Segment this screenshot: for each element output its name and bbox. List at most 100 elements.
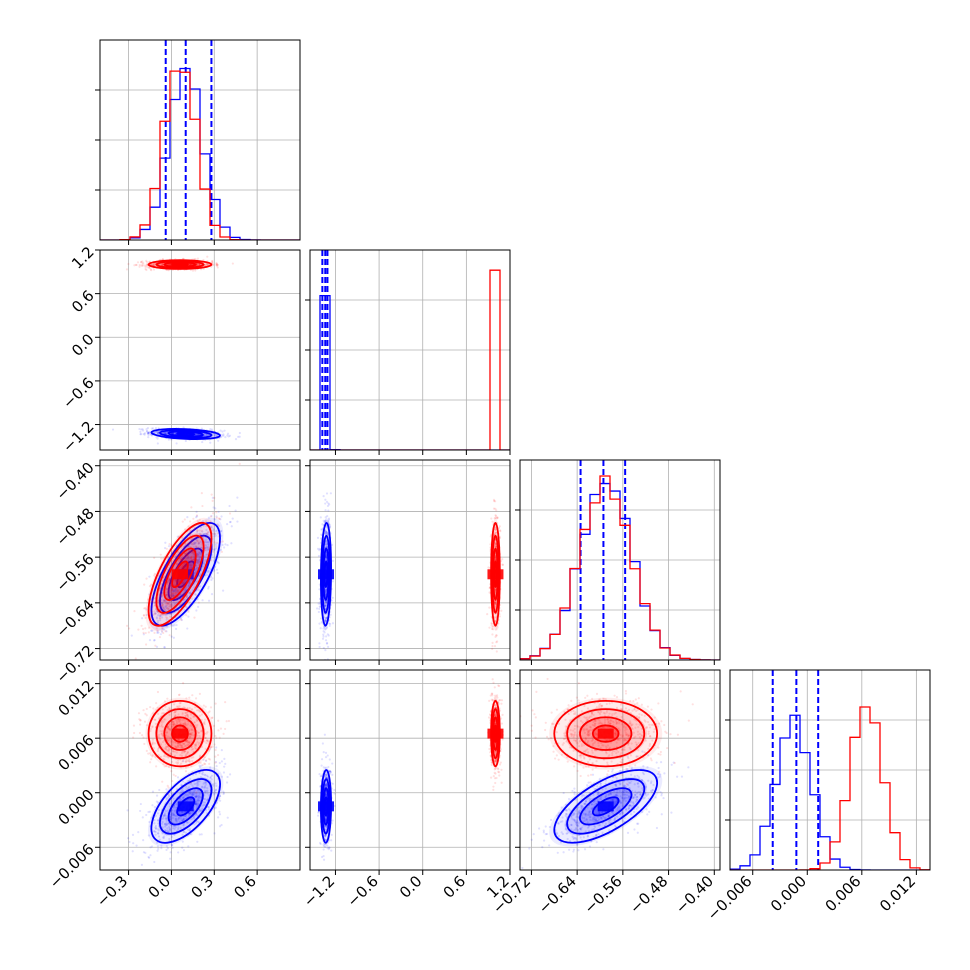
scatter-point <box>153 263 156 266</box>
scatter-point <box>165 593 168 596</box>
scatter-point <box>156 631 159 634</box>
scatter-point <box>159 619 162 622</box>
scatter-point <box>199 540 202 543</box>
scatter-point <box>168 802 171 805</box>
scatter-point <box>202 782 205 785</box>
scatter-point <box>206 547 210 550</box>
scatter-point <box>192 816 195 819</box>
scatter-point <box>195 609 198 612</box>
scatter-point <box>193 815 196 818</box>
scatter-point <box>487 566 490 569</box>
scatter-point <box>158 593 161 596</box>
scatter-point <box>206 787 209 790</box>
scatter-point <box>183 555 187 558</box>
scatter-point <box>161 826 164 829</box>
scatter-point <box>151 600 154 603</box>
scatter-point <box>153 601 156 604</box>
scatter-point <box>170 594 173 597</box>
scatter-point <box>182 819 185 822</box>
scatter-point <box>324 620 327 623</box>
scatter-point <box>170 813 173 816</box>
scatter-point <box>165 822 168 825</box>
scatter-point <box>179 790 183 793</box>
scatter-point <box>140 624 143 627</box>
scatter-point <box>223 546 226 549</box>
scatter-point <box>163 814 166 817</box>
scatter-point <box>197 797 200 800</box>
scatter-point <box>178 585 181 588</box>
scatter-point <box>329 661 331 663</box>
scatter-point <box>164 630 167 633</box>
scatter-point <box>188 827 192 830</box>
scatter-point <box>167 587 170 590</box>
scatter-point <box>215 545 218 548</box>
scatter-point <box>145 268 148 272</box>
scatter-point <box>157 432 160 435</box>
scatter-point <box>499 529 502 532</box>
scatter-point <box>165 593 168 596</box>
scatter-point <box>325 556 328 559</box>
scatter-point <box>190 833 193 836</box>
scatter-point <box>154 824 158 828</box>
scatter-point <box>188 829 191 832</box>
scatter-point <box>161 627 164 630</box>
scatter-point <box>494 514 498 518</box>
scatter-point <box>201 504 204 508</box>
scatter-point <box>171 594 174 597</box>
scatter-point <box>166 581 169 584</box>
scatter-point <box>192 557 195 561</box>
scatter-point <box>178 560 181 563</box>
scatter-point <box>324 600 327 603</box>
scatter-point <box>165 618 168 621</box>
scatter-point <box>204 263 207 266</box>
scatter-point <box>165 606 168 609</box>
scatter-point <box>163 575 167 578</box>
scatter-point <box>151 594 155 597</box>
scatter-point <box>196 799 199 802</box>
scatter-point <box>196 820 199 823</box>
scatter-point <box>192 546 195 549</box>
scatter-point <box>128 627 131 630</box>
scatter-point <box>177 851 180 854</box>
scatter-point <box>189 529 192 532</box>
scatter-point <box>194 568 197 571</box>
scatter-point <box>323 631 326 634</box>
scatter-point <box>165 593 168 597</box>
scatter-point <box>213 793 216 796</box>
scatter-point <box>166 569 170 572</box>
scatter-point <box>187 584 190 587</box>
scatter-point <box>494 545 497 548</box>
scatter-point <box>189 601 192 604</box>
scatter-point <box>318 622 321 625</box>
scatter-point <box>191 794 194 797</box>
histogram-panel-0 <box>95 39 301 245</box>
scatter-point <box>498 525 501 528</box>
scatter-point <box>219 518 222 521</box>
scatter-point <box>139 433 143 436</box>
scatter-point <box>169 585 173 588</box>
scatter-point <box>142 839 145 842</box>
scatter-point <box>214 532 217 535</box>
scatter-point <box>193 792 196 795</box>
scatter-point <box>325 619 328 622</box>
scatter-point <box>226 544 229 547</box>
scatter-point <box>216 263 219 266</box>
scatter-point <box>204 759 208 763</box>
scatter-point <box>198 771 201 774</box>
scatter-point <box>184 597 187 600</box>
scatter-point <box>205 547 208 550</box>
scatter-point <box>174 817 177 821</box>
scatter-point <box>167 579 170 583</box>
density-peak <box>172 259 188 270</box>
scatter-point <box>162 613 165 616</box>
scatter-point <box>141 429 145 432</box>
scatter-point <box>205 553 208 556</box>
scatter-point <box>162 628 166 631</box>
scatter-point <box>212 433 215 437</box>
scatter-point <box>164 824 168 827</box>
scatter-point <box>166 601 169 604</box>
scatter-point <box>228 521 232 524</box>
scatter-point <box>236 496 239 499</box>
scatter-point <box>218 524 221 527</box>
scatter-point <box>163 431 166 435</box>
